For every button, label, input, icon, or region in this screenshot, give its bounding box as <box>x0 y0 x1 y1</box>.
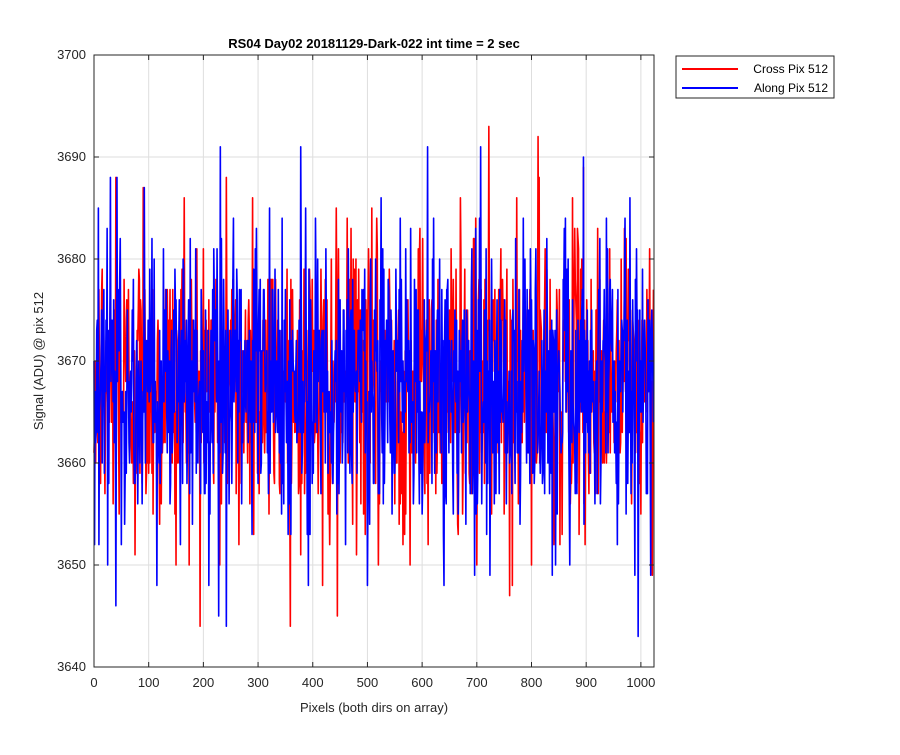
y-tick-label: 3650 <box>57 557 86 572</box>
series-line-along-pix-512 <box>93 146 655 638</box>
y-axis-label: Signal (ADU) @ pix 512 <box>31 292 46 430</box>
legend-label-along: Along Pix 512 <box>754 81 828 95</box>
x-tick-label: 400 <box>302 675 324 690</box>
x-tick-label: 500 <box>357 675 379 690</box>
y-tick-label: 3670 <box>57 353 86 368</box>
x-tick-label: 300 <box>247 675 269 690</box>
x-tick-label: 900 <box>575 675 597 690</box>
plot-box <box>93 54 655 668</box>
y-tick-labels: 3640 3650 3660 3670 3680 3690 3700 <box>57 47 86 674</box>
legend-box <box>675 55 835 99</box>
x-tick-label: 700 <box>466 675 488 690</box>
x-tick-label: 200 <box>193 675 215 690</box>
y-tick-label: 3700 <box>57 47 86 62</box>
x-tick-labels: 0 100 200 300 400 500 600 700 800 900 1000 <box>90 675 655 690</box>
x-tick-label: 100 <box>138 675 160 690</box>
legend-label-cross: Cross Pix 512 <box>753 62 828 76</box>
y-tick-label: 3660 <box>57 455 86 470</box>
x-tick-label: 600 <box>411 675 433 690</box>
x-tick-label: 1000 <box>626 675 655 690</box>
x-axis-label: Pixels (both dirs on array) <box>300 700 448 715</box>
y-tick-label: 3680 <box>57 251 86 266</box>
legend: Cross Pix 512 Along Pix 512 <box>675 55 835 99</box>
series-layer <box>93 125 655 638</box>
y-tick-label: 3640 <box>57 659 86 674</box>
x-tick-label: 0 <box>90 675 97 690</box>
y-tick-label: 3690 <box>57 149 86 164</box>
chart-title: RS04 Day02 20181129-Dark-022 int time = … <box>228 36 520 51</box>
x-tick-label: 800 <box>521 675 543 690</box>
